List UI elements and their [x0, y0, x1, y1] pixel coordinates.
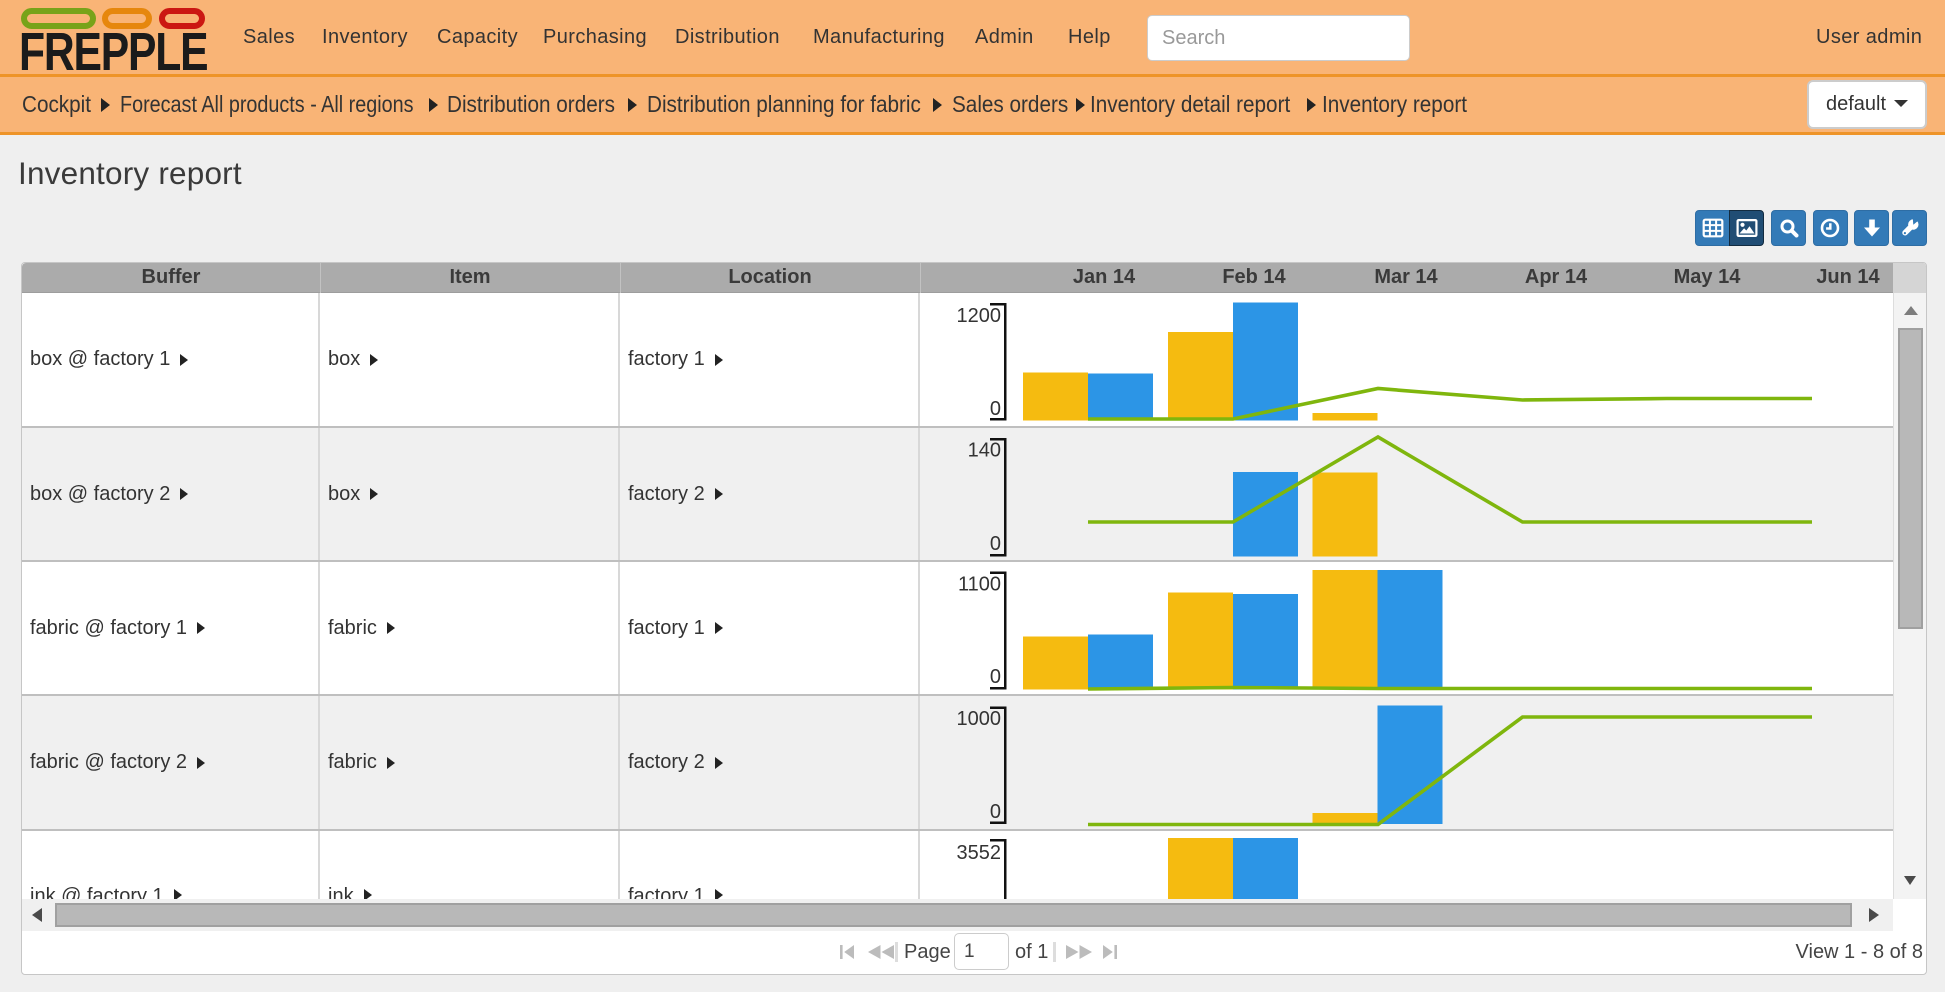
svg-text:0: 0	[990, 398, 1001, 420]
svg-text:1100: 1100	[958, 574, 1001, 596]
svg-text:1200: 1200	[957, 305, 1002, 327]
svg-text:3552: 3552	[957, 842, 1002, 864]
svg-text:0: 0	[990, 666, 1001, 688]
svg-text:140: 140	[968, 440, 1001, 462]
svg-text:1000: 1000	[957, 708, 1002, 730]
svg-text:0: 0	[990, 533, 1001, 555]
svg-text:0: 0	[990, 801, 1001, 823]
